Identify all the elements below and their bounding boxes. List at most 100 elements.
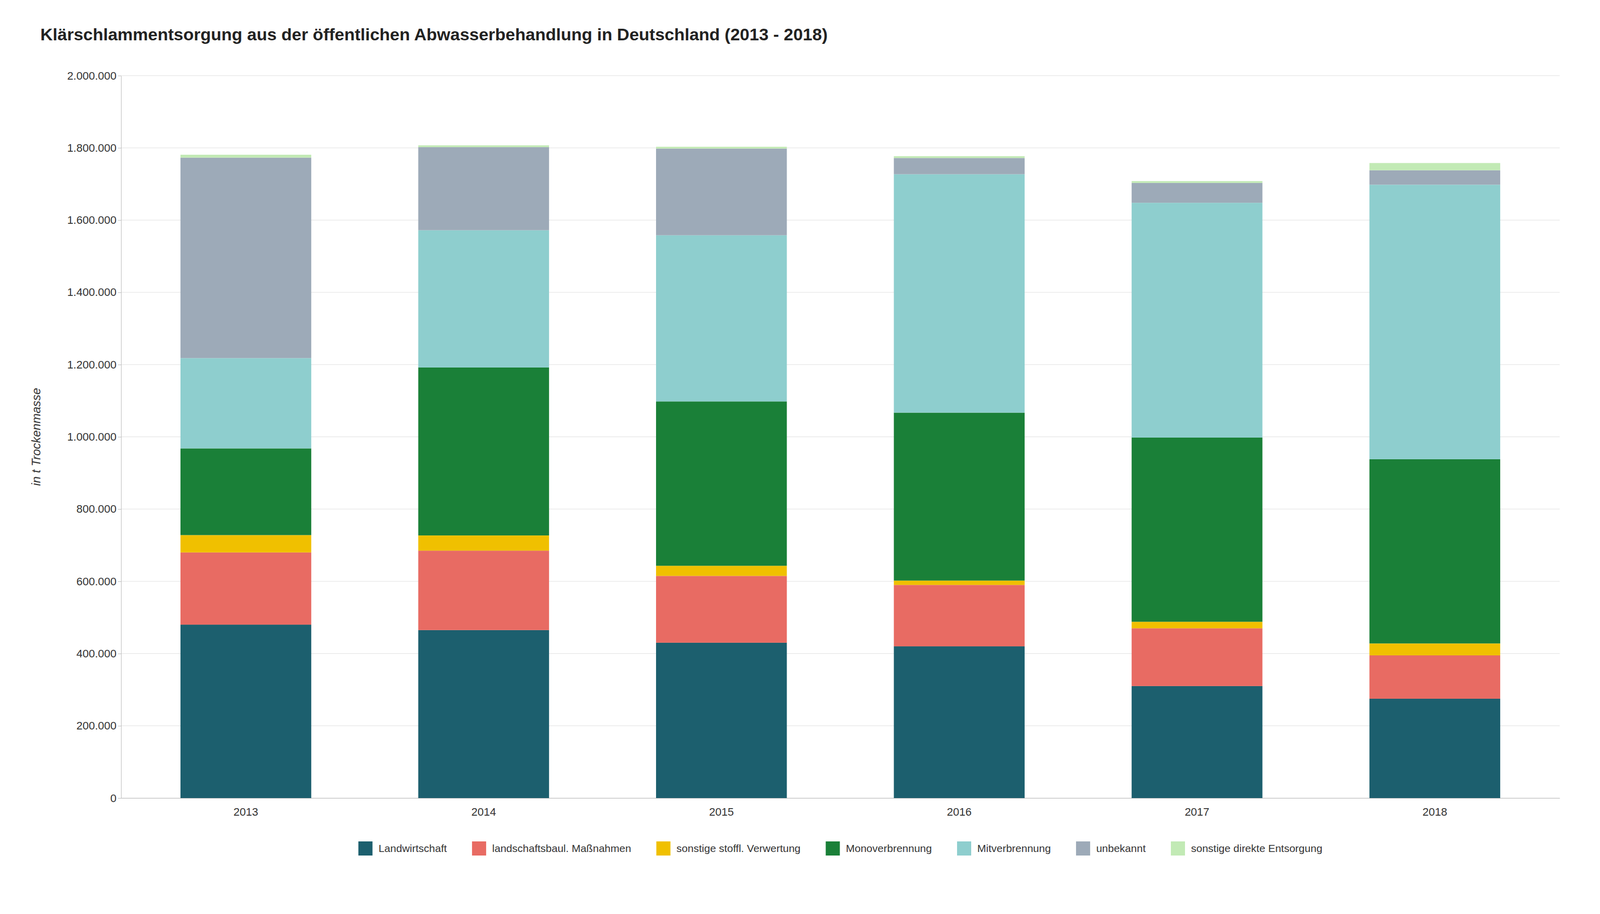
y-tick: 800.000: [76, 502, 122, 516]
grid-line: [121, 436, 1560, 438]
legend-label: Mitverbrennung: [977, 842, 1051, 855]
y-tick: 1.000.000: [67, 430, 122, 444]
bar: [1131, 183, 1263, 203]
legend-label: sonstige direkte Entsorgung: [1191, 842, 1323, 855]
grid-line: [121, 653, 1560, 655]
legend-label: landschaftsbaul. Maßnahmen: [492, 842, 632, 855]
y-tick: 400.000: [76, 647, 122, 661]
legend-swatch: [1170, 841, 1185, 856]
bar: [1369, 184, 1501, 460]
y-tick-mark: [117, 653, 122, 655]
bar: [180, 448, 312, 536]
legend-swatch: [471, 841, 487, 856]
bar: [1131, 621, 1263, 629]
bar: [656, 148, 787, 236]
x-tick: 2016: [946, 805, 972, 819]
plot: 0 200.000 400.000 600.000 800.000 1.000.000 1.…: [67, 69, 1560, 819]
bar: [656, 146, 787, 149]
bar: [180, 535, 312, 553]
y-tick-label: 600.000: [76, 575, 117, 588]
chart: Klärschlammentsorgung aus der öffentlich…: [0, 0, 1600, 914]
bar: [1369, 655, 1501, 699]
bar: [1131, 686, 1263, 799]
x-axis: 201320142015201620172018: [121, 798, 1561, 819]
y-tick-label: 400.000: [76, 647, 117, 661]
legend: Landwirtschaft landschaftsbaul. Maßnahmen…: [358, 841, 1323, 856]
bar: [418, 147, 549, 231]
legend-swatch: [358, 841, 373, 856]
legend-label: Monoverbrennung: [846, 842, 932, 855]
bar: [418, 367, 549, 536]
y-tick: 1.600.000: [67, 213, 122, 227]
y-tick-label: 2.000.000: [67, 69, 117, 83]
y-tick: 1.800.000: [67, 141, 122, 155]
bar: [656, 401, 787, 566]
bar: [418, 550, 549, 631]
grid-line: [121, 508, 1560, 510]
legend-swatch: [1076, 841, 1091, 856]
y-axis: 0 200.000 400.000 600.000 800.000 1.000.000 1.…: [67, 69, 122, 805]
bar: [180, 157, 312, 359]
bar: [656, 235, 787, 402]
legend-item: Mitverbrennung: [957, 841, 1051, 856]
bars: [180, 145, 1501, 799]
y-tick: 0: [110, 792, 122, 805]
legend-item: Landwirtschaft: [358, 841, 448, 856]
x-tick: 2014: [471, 805, 497, 819]
y-tick-label: 0: [110, 792, 117, 805]
legend-item: sonstige stoffl. Verwertung: [656, 841, 801, 856]
y-tick-mark: [117, 75, 122, 77]
y-tick-label: 200.000: [76, 719, 117, 733]
series: [180, 535, 1501, 656]
bar: [1369, 698, 1501, 799]
bar: [180, 552, 312, 625]
grid-line: [121, 725, 1560, 727]
bar: [418, 535, 549, 551]
bar: [656, 642, 787, 799]
bar: [894, 157, 1025, 174]
x-tick-label: 2015: [708, 805, 734, 819]
x-tick-label: 2013: [233, 805, 259, 819]
y-tick: 1.200.000: [67, 358, 122, 372]
bar: [1131, 437, 1263, 622]
grid-line: [121, 291, 1560, 293]
y-tick-label: 1.400.000: [67, 285, 117, 299]
y-tick-mark: [117, 292, 122, 293]
y-axis-line: [121, 76, 122, 799]
x-tick: 2018: [1422, 805, 1448, 819]
bar: [1369, 459, 1501, 644]
x-tick-label: 2014: [471, 805, 497, 819]
legend-label: Landwirtschaft: [378, 842, 448, 855]
y-tick-label: 1.200.000: [67, 358, 117, 372]
legend-item: sonstige direkte Entsorgung: [1170, 841, 1323, 856]
bar: [1131, 628, 1263, 687]
y-tick: 200.000: [76, 719, 122, 733]
bar: [656, 575, 787, 643]
y-tick-mark: [117, 798, 122, 799]
series: [180, 550, 1501, 699]
bar: [1131, 202, 1263, 438]
y-tick-label: 800.000: [76, 502, 117, 516]
x-tick-label: 2018: [1422, 805, 1448, 819]
legend-label: unbekannt: [1096, 842, 1146, 855]
y-tick: 600.000: [76, 575, 122, 588]
x-axis-line: [121, 798, 1561, 799]
y-tick-mark: [117, 220, 122, 221]
bar: [1369, 162, 1501, 170]
title: Klärschlammentsorgung aus der öffentlich…: [40, 24, 828, 44]
bar: [1369, 643, 1501, 656]
y-tick-label: 1.800.000: [67, 141, 117, 155]
grid-line: [121, 581, 1560, 582]
bar: [894, 580, 1025, 586]
bar: [894, 412, 1025, 581]
x-tick-label: 2016: [946, 805, 972, 819]
legend-swatch: [957, 841, 972, 856]
bar: [418, 145, 549, 148]
legend-item: unbekannt: [1076, 841, 1146, 856]
legend-item: landschaftsbaul. Maßnahmen: [471, 841, 632, 856]
y-tick: 2.000.000: [67, 69, 122, 83]
series: [180, 624, 1501, 799]
series: [180, 367, 1501, 644]
y-tick-mark: [117, 147, 122, 149]
bar: [418, 230, 549, 368]
